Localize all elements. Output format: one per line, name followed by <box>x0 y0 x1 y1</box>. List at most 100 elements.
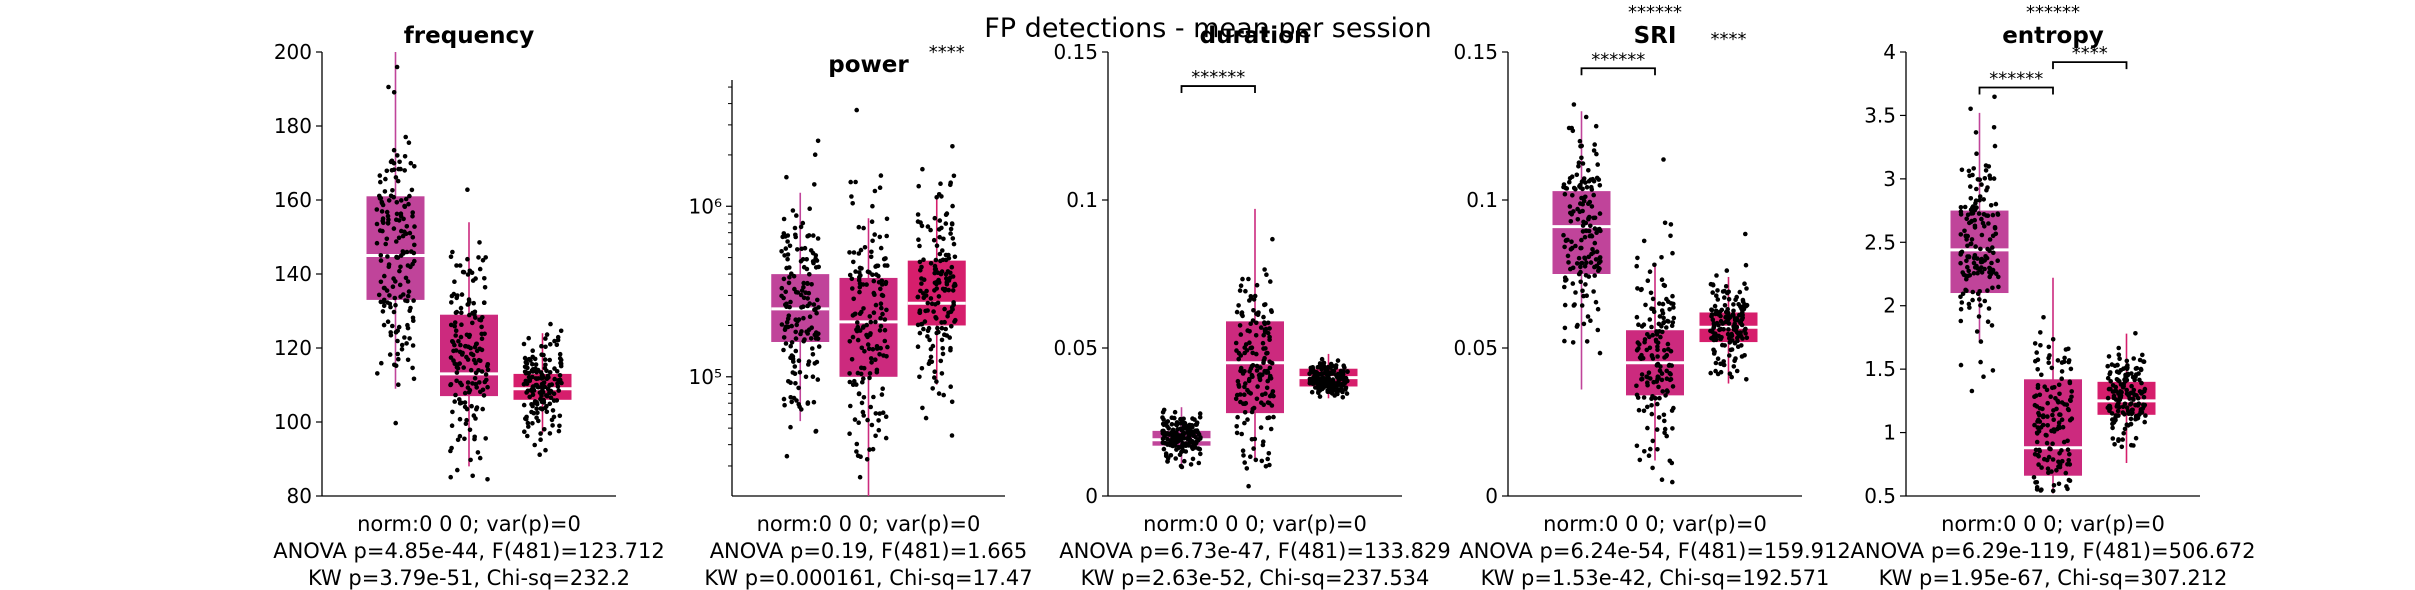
data-point <box>1268 308 1274 313</box>
data-point <box>935 325 940 331</box>
data-point <box>1671 305 1676 310</box>
data-point <box>1589 251 1594 257</box>
data-point <box>1264 272 1269 278</box>
data-point <box>2131 356 2136 361</box>
y-tick-label: 0.1 <box>1466 188 1498 212</box>
data-point <box>1668 222 1674 227</box>
data-point <box>915 219 921 224</box>
data-point <box>1992 225 1998 230</box>
data-point <box>1265 370 1271 375</box>
data-point <box>2116 438 2121 444</box>
data-point <box>915 212 921 217</box>
data-point <box>2035 425 2041 430</box>
data-point <box>883 281 888 287</box>
data-point <box>804 266 810 272</box>
data-point <box>1670 250 1675 256</box>
data-point <box>783 246 789 251</box>
data-point <box>410 210 416 215</box>
data-point <box>410 235 416 240</box>
data-point <box>1641 238 1647 244</box>
data-point <box>2055 358 2061 363</box>
data-point <box>789 271 794 277</box>
data-point <box>1335 380 1341 386</box>
data-point <box>2138 409 2143 415</box>
data-point <box>471 413 477 418</box>
data-point <box>925 224 931 229</box>
data-point <box>1992 143 1998 149</box>
data-point <box>382 189 388 194</box>
data-point <box>1270 236 1275 242</box>
data-point <box>815 377 821 382</box>
data-point <box>854 449 859 454</box>
data-point <box>1996 284 2001 290</box>
data-point <box>1743 326 1748 332</box>
data-point <box>402 335 407 340</box>
data-point <box>476 255 481 260</box>
data-point <box>393 279 398 284</box>
data-point <box>784 453 790 459</box>
data-point <box>1195 430 1201 436</box>
data-point <box>2128 402 2133 407</box>
stats-line: ANOVA p=6.73e-47, F(481)=133.829 <box>1059 539 1451 563</box>
data-point <box>543 447 548 453</box>
data-point <box>393 363 399 369</box>
data-point <box>530 362 535 367</box>
data-point <box>1190 456 1196 462</box>
data-point <box>1982 176 1988 181</box>
data-point <box>1252 293 1258 299</box>
data-point <box>1662 283 1668 289</box>
significance-stars: ****** <box>1191 67 1245 88</box>
data-point <box>1665 389 1670 394</box>
data-point <box>483 372 489 377</box>
data-point <box>1971 271 1977 276</box>
data-point <box>1650 438 1656 444</box>
data-point <box>1190 416 1195 421</box>
data-point <box>871 310 877 316</box>
data-point <box>453 333 459 338</box>
data-point <box>802 245 808 251</box>
data-point <box>1309 389 1315 395</box>
data-point <box>1654 329 1659 335</box>
data-point <box>2063 347 2069 352</box>
data-point <box>472 309 478 315</box>
data-point <box>395 255 401 260</box>
data-point <box>1981 197 1986 202</box>
data-point <box>1661 315 1666 321</box>
data-point <box>401 216 406 222</box>
data-point <box>797 370 803 375</box>
data-point <box>395 338 400 344</box>
data-point <box>1717 309 1723 315</box>
data-point <box>1574 172 1580 178</box>
data-point <box>1248 454 1253 460</box>
data-point <box>1235 378 1241 384</box>
stats-line: norm:0 0 0; var(p)=0 <box>757 512 981 536</box>
y-tick-label: 100 <box>274 410 312 434</box>
data-point <box>2125 365 2130 370</box>
data-point <box>1247 298 1252 303</box>
data-point <box>948 226 954 232</box>
data-point <box>1655 447 1660 452</box>
data-point <box>1715 288 1720 293</box>
data-point <box>1974 186 1979 192</box>
data-point <box>482 300 487 306</box>
data-point <box>921 257 926 263</box>
data-point <box>1637 457 1643 463</box>
data-point <box>2057 391 2062 397</box>
data-point <box>1965 233 1970 239</box>
data-point <box>925 300 931 306</box>
data-point <box>1634 263 1639 269</box>
data-point <box>885 344 890 350</box>
data-point <box>1253 457 1259 463</box>
data-point <box>931 237 937 243</box>
data-point <box>385 213 391 219</box>
data-point <box>2131 387 2137 393</box>
data-point <box>949 324 954 329</box>
data-point <box>804 329 809 335</box>
data-point <box>1654 339 1659 344</box>
data-point <box>524 381 530 387</box>
data-point <box>483 436 489 441</box>
data-point <box>1744 286 1749 291</box>
data-point <box>799 305 804 310</box>
data-point <box>1267 337 1272 343</box>
data-point <box>461 365 467 370</box>
